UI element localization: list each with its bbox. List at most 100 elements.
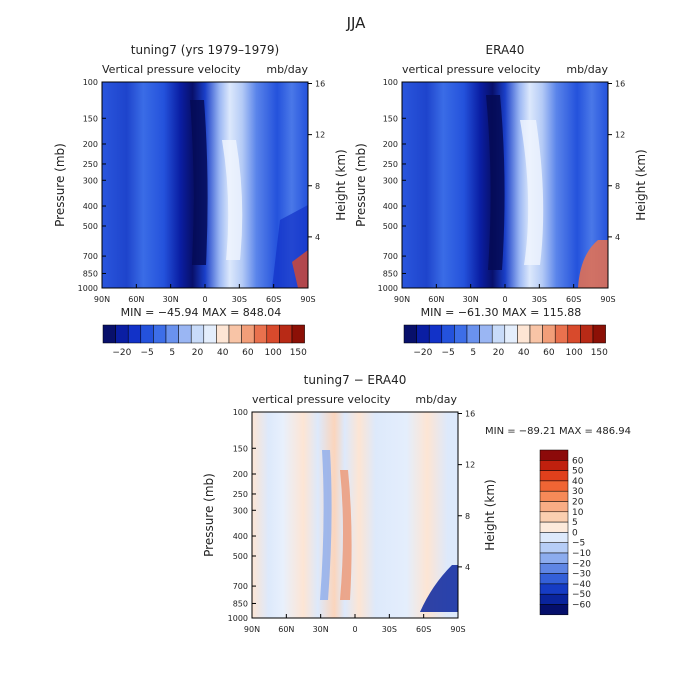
colorbar-label: −20 [112, 348, 131, 358]
contour-feature [340, 470, 352, 600]
colorbar-swatch [539, 604, 569, 616]
x-tick-label: 60S [266, 295, 281, 304]
x-tick-label: 60N [278, 625, 294, 634]
x-tick-label: 90N [244, 625, 260, 634]
contour-feature [190, 100, 208, 265]
y-tick-label: 200 [83, 140, 98, 149]
y-tick-label: 150 [233, 444, 248, 453]
y-right-tick-label: 8 [315, 182, 320, 191]
colorbar-swatch [241, 324, 255, 344]
contour-feature [222, 140, 243, 260]
colorbar-swatch [517, 324, 531, 344]
y-tick-label: 500 [383, 222, 398, 231]
y-tick-label: 500 [83, 222, 98, 231]
contour-field [252, 412, 458, 618]
colorbar-label: 20 [192, 348, 204, 358]
colorbar-swatch [216, 324, 230, 344]
panel-stats: MIN = −61.30 MAX = 115.88 [421, 306, 582, 319]
contour-feature [292, 250, 308, 288]
colorbar-swatch [539, 573, 569, 585]
colorbar-swatch [228, 324, 242, 344]
y-tick-label: 200 [233, 470, 248, 479]
colorbar-swatch [291, 324, 305, 344]
y-right-tick-label: 12 [615, 131, 625, 140]
colorbar-swatch [542, 324, 556, 344]
colorbar-swatch [539, 552, 569, 564]
y-tick-label: 850 [83, 269, 98, 278]
colorbar-swatch [539, 480, 569, 492]
y-tick-label: 700 [383, 252, 398, 261]
colorbar-swatch [454, 324, 468, 344]
y-tick-label: 100 [233, 408, 248, 417]
y-right-tick-label: 8 [615, 182, 620, 191]
panel-difference: tuning7 − ERA40 vertical pressure veloci… [202, 373, 631, 634]
panel-stats: MIN = −89.21 MAX = 486.94 [485, 426, 631, 437]
x-axis-labels: 90N 60N 30N 0 30S 60S 90S [94, 284, 316, 304]
x-tick-label: 60N [428, 295, 444, 304]
colorbar-swatch [539, 449, 569, 461]
x-tick-label: 90S [300, 295, 315, 304]
x-tick-label: 0 [502, 295, 507, 304]
colorbar-label: −30 [572, 570, 591, 580]
y-tick-label: 250 [83, 160, 98, 169]
colorbar-swatch [539, 511, 569, 523]
colorbar-label: −40 [572, 580, 591, 590]
y-axis-left-labels: 100 150 200 250 300 400 500 700 850 1000 [378, 78, 406, 293]
colorbar-swatch [279, 324, 293, 344]
colorbar-swatch [539, 563, 569, 574]
colorbar-label: 100 [265, 348, 282, 358]
x-tick-label: 30N [163, 295, 179, 304]
colorbar-swatch [479, 324, 493, 344]
colorbar-label: 100 [566, 348, 583, 358]
colorbar-label: 10 [572, 508, 584, 518]
x-tick-label: 30S [532, 295, 547, 304]
x-tick-label: 60S [416, 625, 431, 634]
y-tick-label: 100 [83, 78, 98, 87]
colorbar-swatch [554, 324, 569, 344]
y-tick-label: 400 [233, 532, 248, 541]
x-tick-label: 90S [600, 295, 615, 304]
colorbar-label: 40 [518, 348, 530, 358]
colorbar-label: 40 [217, 348, 229, 358]
x-tick-label: 90N [94, 295, 110, 304]
y-right-tick-label: 4 [615, 233, 620, 242]
colorbar-label: 50 [572, 467, 584, 477]
x-tick-label: 90N [394, 295, 410, 304]
colorbar-label: −10 [572, 549, 591, 559]
y-tick-label: 300 [83, 176, 98, 185]
y-tick-label: 400 [383, 202, 398, 211]
y-tick-label: 700 [233, 582, 248, 591]
colorbar-swatch [190, 324, 205, 344]
panel-units: mb/day [415, 393, 457, 406]
x-tick-label: 90S [450, 625, 465, 634]
y-tick-label: 1000 [78, 284, 98, 293]
y-axis-right-labels: 16 12 8 4 [608, 80, 625, 242]
colorbar-swatch [539, 521, 569, 533]
panel-subtitle: Vertical pressure velocity [102, 63, 241, 76]
colorbar-label: 5 [169, 348, 175, 358]
x-tick-label: 60S [566, 295, 581, 304]
y-axis-left-labels: 100 150 200 250 300 400 500 700 850 1000 [228, 408, 256, 623]
colorbar-swatch [539, 501, 569, 513]
colorbar-swatch [403, 324, 417, 344]
y-axis-left-labels: 100 150 200 250 300 400 500 700 850 1000 [78, 78, 106, 293]
colorbar-swatch [539, 583, 569, 595]
colorbar-label: −5 [572, 539, 585, 549]
colorbar-swatch [539, 593, 569, 605]
colorbar-swatch [127, 324, 142, 344]
x-tick-label: 60N [128, 295, 144, 304]
colorbar-swatch [539, 460, 569, 471]
panel-title: tuning7 (yrs 1979–1979) [131, 43, 279, 57]
y-axis-right-title: Height (km) [334, 149, 348, 220]
x-tick-label: 30S [232, 295, 247, 304]
colorbar-swatch [153, 324, 167, 344]
y-right-tick-label: 12 [315, 131, 325, 140]
y-tick-label: 400 [83, 202, 98, 211]
y-tick-label: 1000 [228, 614, 248, 623]
y-tick-label: 150 [383, 114, 398, 123]
colorbar: −20 −5 5 20 40 60 100 150 [102, 324, 307, 358]
panel-subtitle: vertical pressure velocity [402, 63, 541, 76]
colorbar-label: −5 [441, 348, 454, 358]
